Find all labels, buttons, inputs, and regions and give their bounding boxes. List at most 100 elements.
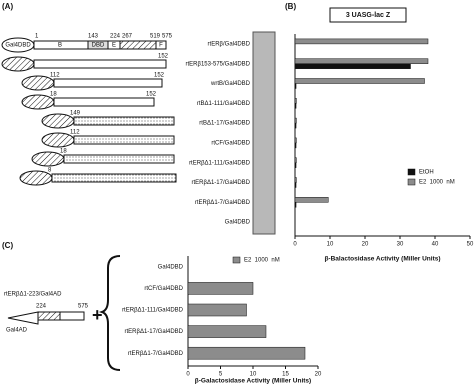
bar	[294, 162, 297, 168]
panel-label: (A)	[2, 2, 13, 11]
y-tick-label: wrtB/Gal4DBD	[210, 81, 251, 87]
x-tick-label: 0	[293, 242, 297, 248]
position: 224	[110, 34, 121, 40]
bar	[187, 346, 306, 360]
x-tick-label: 5	[219, 372, 223, 378]
domain: F	[159, 43, 163, 49]
y-tick-label: rtERβ/Gal4DBD	[208, 41, 251, 47]
position: 149	[70, 111, 81, 117]
y-tick-label: rtERβΔ1-111/Gal4DBD	[189, 160, 251, 166]
receptor-box	[73, 116, 175, 126]
y-tick-label: rtERβΔ1-7/Gal4DBD	[128, 351, 184, 357]
x-tick-label: 30	[397, 242, 404, 248]
x-axis-label: β-Balactosidase Activity (Miller Units)	[324, 256, 440, 263]
bar	[294, 197, 329, 203]
legend-label: EtOH	[419, 170, 434, 176]
position: 112	[50, 73, 60, 79]
receptor-box	[53, 78, 163, 88]
x-tick-label: 40	[432, 242, 439, 248]
bar	[294, 182, 297, 188]
position: 8	[48, 168, 52, 174]
y-tick-label: rtBΔ1-111/Gal4DBD	[197, 101, 251, 107]
bar	[294, 63, 411, 69]
bar	[294, 38, 429, 45]
y-tick-label: rtERβΔ1-7/Gal4DBD	[195, 200, 251, 206]
y-tick-label: rtERβΔ1-111/Gal4DBD	[122, 308, 184, 314]
position: 143	[88, 34, 99, 40]
bar	[294, 122, 297, 129]
position: 152	[154, 73, 165, 79]
bar	[187, 325, 267, 338]
bar	[187, 303, 247, 317]
bar	[294, 58, 429, 64]
receptor-box	[33, 59, 167, 69]
bar	[294, 157, 297, 163]
position: 18	[50, 92, 57, 98]
bar	[294, 142, 297, 149]
legend-swatch	[407, 178, 416, 186]
bar	[294, 103, 297, 109]
position: 152	[158, 54, 169, 60]
ad-box	[59, 311, 85, 321]
legend-label: E2 1000 nM	[419, 180, 455, 186]
position: 152	[146, 92, 157, 98]
y-tick-label: rtERβΔ1-17/Gal4DBD	[125, 329, 184, 335]
domain: B	[58, 43, 62, 49]
position: 575	[162, 34, 173, 40]
gal4-label: Gal4DBD	[5, 43, 31, 49]
title-box	[329, 7, 407, 23]
y-tick-label: Gal4DBD	[158, 264, 184, 270]
bar	[294, 202, 297, 208]
position: 267	[122, 34, 133, 40]
y-tick-label: rtERβ153-575/Gal4DBD	[186, 61, 251, 67]
domain: DBD	[92, 43, 105, 49]
bracket	[98, 255, 121, 371]
receptor-box	[63, 154, 175, 164]
dbd-box	[87, 40, 109, 50]
position: 18	[60, 149, 67, 155]
construct-label: rtERβΔ1-223/Gal4AD	[4, 292, 62, 298]
receptor-box	[53, 97, 155, 107]
bar	[294, 137, 297, 144]
bar	[294, 177, 297, 183]
x-tick-label: 10	[250, 372, 257, 378]
x-tick-label: 15	[282, 372, 289, 378]
position: 575	[78, 304, 89, 310]
bar	[187, 282, 254, 295]
gal4ad-shape	[7, 311, 39, 325]
chart-title: 3 UASG-lac Z	[346, 12, 391, 19]
x-tick-label: 50	[467, 242, 474, 248]
bar	[294, 98, 297, 104]
y-tick-label: rtCF/Gal4DBD	[144, 286, 183, 292]
y-tick-label: rtBΔ1-17/Gal4DBD	[199, 121, 250, 127]
receptor-box	[73, 135, 175, 145]
x-tick-label: 20	[315, 372, 322, 378]
x-tick-label: 0	[186, 372, 190, 378]
panel-label: (C)	[2, 241, 13, 250]
legend-swatch	[232, 256, 241, 264]
gal4-ellipse	[1, 56, 35, 72]
position: 112	[70, 130, 80, 136]
legend-label: E2 1000 nM	[244, 258, 280, 264]
x-tick-label: 20	[362, 242, 369, 248]
gal4ad-label: Gal4AD	[6, 328, 28, 334]
receptor-box	[51, 173, 177, 183]
gel-image	[252, 31, 276, 235]
panel-label: (B)	[285, 2, 296, 11]
ad-box	[37, 311, 61, 321]
legend-swatch	[407, 168, 416, 176]
domain: E	[112, 43, 116, 49]
x-tick-label: 10	[327, 242, 334, 248]
bar	[294, 117, 297, 124]
y-tick-label: rtERβΔ1-17/Gal4DBD	[192, 180, 251, 186]
bar	[294, 83, 297, 89]
bar	[294, 78, 425, 84]
position: 224	[36, 304, 47, 310]
y-tick-label: Gal4DBD	[225, 220, 251, 226]
y-tick-label: rtCF/Gal4DBD	[211, 140, 250, 146]
x-axis-label: β-Galactosidase Activity (Miller Units)	[195, 378, 311, 385]
position: 1	[35, 34, 39, 40]
plus: +	[92, 305, 103, 325]
e-box	[119, 40, 157, 50]
